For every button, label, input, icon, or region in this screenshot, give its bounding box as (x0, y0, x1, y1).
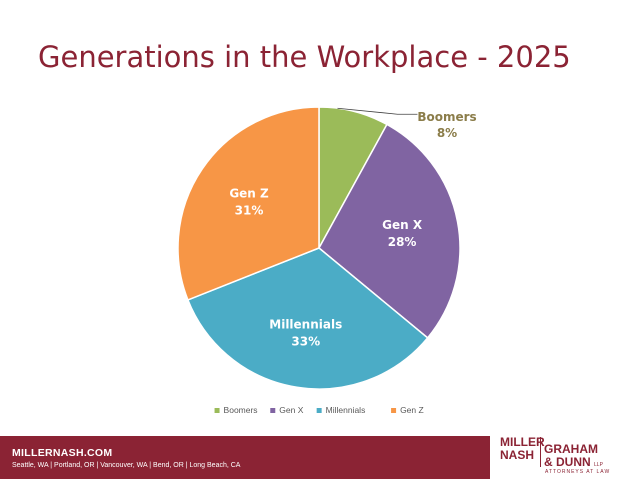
legend-entry-gen-z: Gen Z (400, 405, 424, 415)
legend-swatch-millennials (316, 408, 322, 413)
data-value-gen-z: 31% (235, 203, 264, 217)
footer-city: Bend, OR (153, 462, 184, 469)
footer-city: Long Beach, CA (189, 462, 241, 469)
footer-separator: | (50, 462, 55, 469)
data-value-gen-x: 28% (388, 235, 417, 249)
data-label-boomers: Boomers (417, 110, 476, 124)
logo-dunn-text: & DUNN (544, 455, 591, 469)
logo-left: MILLER NASH (500, 436, 545, 462)
footer-separator: | (96, 462, 101, 469)
logo-line-dunn: & DUNN LLP (544, 456, 603, 472)
footer-site[interactable]: MILLERNASH.COM (12, 447, 113, 459)
data-label-gen-x: Gen X (382, 218, 423, 232)
pie-chart: Boomers 8% Gen X 28% Millennials 33% Gen Z 31% B… (177, 106, 477, 415)
data-value-boomers: 8% (437, 126, 457, 140)
leader-line-boomers (337, 107, 418, 115)
footer-separator: | (185, 462, 190, 469)
logo-divider (540, 437, 541, 467)
logo-line-miller: MILLER (500, 435, 545, 449)
legend-swatch-gen-x (270, 408, 276, 413)
pie-slice-gen-x (318, 123, 461, 339)
legend-swatch-boomers (214, 408, 220, 413)
pie-slice-gen-z (177, 106, 320, 301)
slide-title: Generations in the Workplace - 2025 (38, 40, 571, 74)
footer-city: Seattle, WA (12, 462, 49, 469)
footer: MILLERNASH.COM Seattle, WA | Portland, O… (0, 430, 638, 479)
logo-right: GRAHAM & DUNN LLP (544, 443, 603, 472)
legend-entry-millennials: Millennials (326, 405, 366, 415)
logo-line-nash: NASH (500, 448, 535, 462)
firm-logo: MILLER NASH GRAHAM & DUNN LLP ATTORNEYS … (490, 430, 638, 479)
logo-line-graham: GRAHAM (544, 442, 598, 456)
footer-separator: | (149, 462, 154, 469)
data-value-millennials: 33% (291, 335, 320, 349)
footer-city: Vancouver, WA (100, 462, 148, 469)
logo-llp: LLP (594, 462, 603, 468)
logo-tagline: ATTORNEYS AT LAW (545, 469, 611, 475)
legend-swatch-gen-z (391, 408, 397, 413)
data-label-gen-z: Gen Z (229, 186, 269, 200)
data-label-millennials: Millennials (269, 318, 342, 332)
legend-entry-boomers: Boomers (224, 405, 258, 415)
legend-entry-gen-x: Gen X (279, 405, 303, 415)
footer-cities: Seattle, WA | Portland, OR | Vancouver, … (12, 462, 240, 469)
pie-slice-millennials (186, 247, 429, 390)
footer-city: Portland, OR (54, 462, 95, 469)
